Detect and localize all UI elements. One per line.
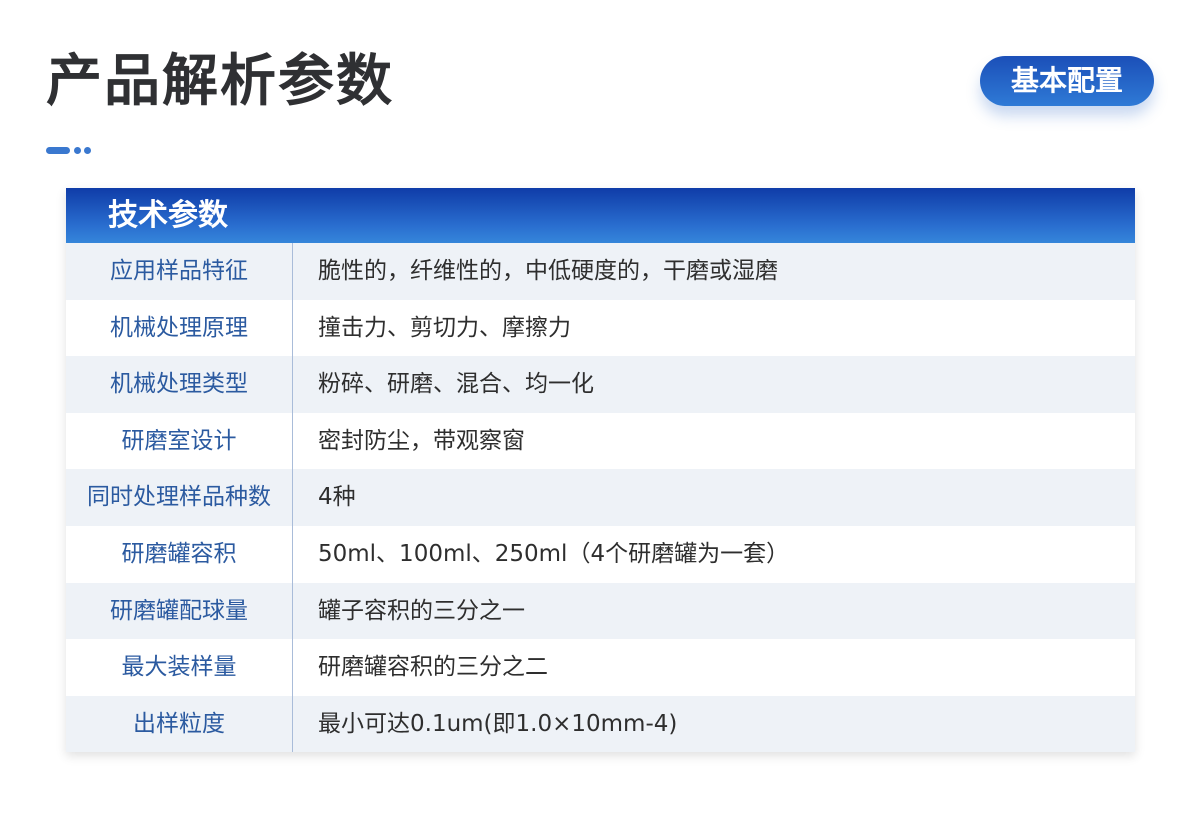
spec-table: 技术参数 应用样品特征 脆性的，纤维性的，中低硬度的，干磨或湿磨 机械处理原理 撞击力… — [66, 188, 1135, 753]
table-row: 研磨罐容积 50ml、100ml、250ml（4个研磨罐为一套） — [66, 525, 1135, 583]
row-value: 密封防尘，带观察窗 — [318, 427, 525, 454]
row-value: 粉碎、研磨、混合、均一化 — [318, 371, 594, 398]
row-label: 研磨罐配球量 — [66, 582, 293, 640]
row-label: 机械处理原理 — [66, 299, 293, 357]
row-label: 应用样品特征 — [66, 243, 293, 300]
row-value: 最小可达0.1um(即1.0×10mm-4) — [318, 710, 678, 737]
row-value: 研磨罐容积的三分之二 — [318, 654, 548, 681]
row-label: 同时处理样品种数 — [66, 469, 293, 526]
row-label: 研磨罐容积 — [66, 525, 293, 583]
row-label: 研磨室设计 — [66, 412, 293, 470]
table-row: 应用样品特征 脆性的，纤维性的，中低硬度的，干磨或湿磨 — [66, 243, 1135, 300]
page-title: 产品解析参数 — [46, 49, 394, 114]
row-value: 撞击力、剪切力、摩擦力 — [318, 314, 571, 341]
basic-config-button[interactable]: 基本配置 — [980, 56, 1154, 106]
row-value: 4种 — [318, 484, 356, 511]
row-value: 50ml、100ml、250ml（4个研磨罐为一套） — [318, 540, 790, 567]
table-row: 最大装样量 研磨罐容积的三分之二 — [66, 639, 1135, 696]
table-row: 出样粒度 最小可达0.1um(即1.0×10mm-4) — [66, 695, 1135, 753]
row-label: 最大装样量 — [66, 639, 293, 696]
table-row: 同时处理样品种数 4种 — [66, 469, 1135, 526]
table-row: 研磨罐配球量 罐子容积的三分之一 — [66, 582, 1135, 640]
table-row: 研磨室设计 密封防尘，带观察窗 — [66, 412, 1135, 470]
table-row: 机械处理原理 撞击力、剪切力、摩擦力 — [66, 299, 1135, 357]
row-label: 出样粒度 — [66, 695, 293, 753]
row-label: 机械处理类型 — [66, 356, 293, 413]
table-row: 机械处理类型 粉碎、研磨、混合、均一化 — [66, 356, 1135, 413]
row-value: 罐子容积的三分之一 — [318, 597, 525, 624]
row-value: 脆性的，纤维性的，中低硬度的，干磨或湿磨 — [318, 258, 778, 284]
table-title: 技术参数 — [66, 188, 1135, 243]
